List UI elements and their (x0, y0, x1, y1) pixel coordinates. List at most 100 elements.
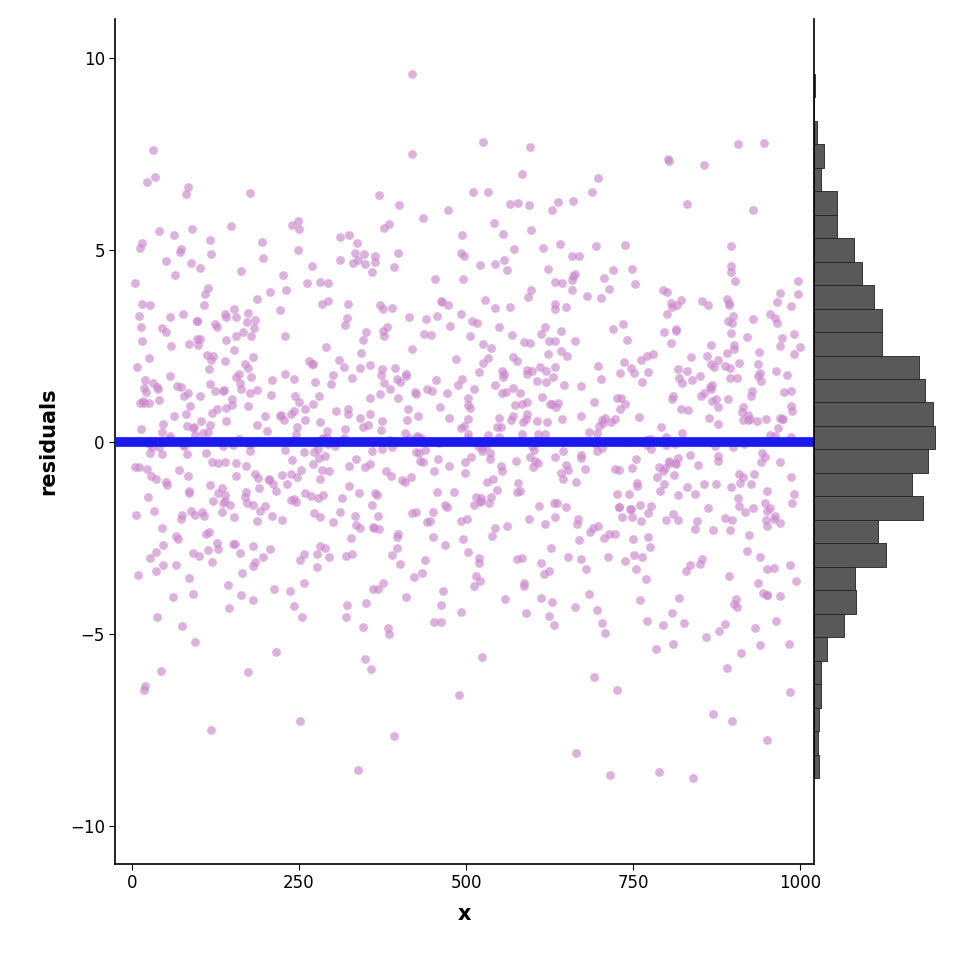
Point (516, 335, 532, 350)
Point (469, 315, 485, 330)
Point (746, 501, 761, 516)
Point (756, 135, 772, 151)
Point (183, 504, 199, 519)
Point (422, 514, 438, 529)
Point (181, 336, 197, 351)
Point (173, 512, 188, 527)
Point (231, 431, 247, 446)
Point (311, 389, 326, 404)
Point (762, 427, 778, 443)
Point (492, 429, 507, 444)
Point (786, 326, 802, 342)
Point (426, 614, 442, 630)
Point (209, 401, 225, 417)
Point (200, 424, 215, 440)
Point (773, 285, 788, 300)
X-axis label: x: x (458, 903, 471, 924)
Point (366, 519, 381, 535)
Point (216, 495, 231, 511)
Point (209, 535, 225, 550)
Point (745, 384, 760, 399)
Point (593, 372, 609, 387)
Point (588, 239, 604, 254)
Point (441, 458, 456, 473)
Point (348, 245, 363, 260)
Point (420, 515, 435, 530)
Point (533, 359, 548, 374)
Bar (814, 355, 919, 379)
Point (540, 261, 556, 276)
Point (771, 420, 786, 436)
Point (743, 476, 758, 492)
Point (305, 396, 321, 412)
Point (783, 383, 799, 398)
Point (665, 506, 681, 521)
Point (192, 331, 207, 347)
Point (214, 505, 229, 520)
Point (670, 512, 685, 527)
Point (726, 337, 741, 352)
Point (708, 438, 723, 453)
Point (210, 485, 226, 500)
Point (578, 561, 593, 576)
Point (276, 412, 292, 427)
Point (526, 442, 541, 457)
Point (550, 495, 565, 511)
Point (380, 620, 396, 636)
Bar (814, 308, 882, 332)
Point (419, 382, 434, 397)
Point (135, 394, 151, 409)
Point (554, 276, 569, 291)
Point (262, 284, 277, 300)
Point (217, 488, 232, 503)
Bar (814, 520, 877, 543)
Point (530, 372, 545, 388)
Point (287, 371, 302, 386)
Point (265, 508, 280, 523)
Point (546, 495, 562, 511)
Point (286, 432, 301, 447)
Point (343, 531, 358, 546)
Point (467, 578, 482, 593)
Point (214, 480, 229, 495)
Point (180, 180, 196, 195)
Point (479, 474, 494, 490)
Point (574, 408, 589, 423)
Point (189, 313, 204, 328)
Point (221, 601, 236, 616)
Point (198, 287, 213, 302)
Point (155, 424, 170, 440)
Point (514, 396, 529, 412)
Point (753, 373, 768, 389)
Point (241, 305, 256, 321)
Point (494, 464, 510, 479)
Point (429, 308, 444, 324)
Point (621, 487, 636, 502)
Bar (814, 191, 836, 215)
Point (546, 617, 562, 633)
Point (145, 440, 160, 455)
Point (601, 281, 616, 297)
Point (722, 361, 737, 376)
Point (140, 175, 156, 190)
Point (475, 336, 491, 351)
Point (331, 352, 347, 368)
Point (746, 311, 761, 326)
Point (648, 641, 663, 657)
Point (768, 613, 783, 629)
Point (233, 588, 249, 603)
Point (207, 384, 223, 399)
Point (649, 469, 664, 485)
Point (237, 356, 252, 372)
Point (718, 511, 733, 526)
Point (162, 369, 178, 384)
Point (455, 272, 470, 287)
Point (136, 396, 152, 411)
Point (485, 528, 500, 543)
Point (744, 389, 759, 404)
Point (471, 550, 487, 565)
Point (194, 504, 209, 519)
Point (432, 399, 447, 415)
Point (227, 301, 242, 317)
Point (553, 466, 568, 481)
